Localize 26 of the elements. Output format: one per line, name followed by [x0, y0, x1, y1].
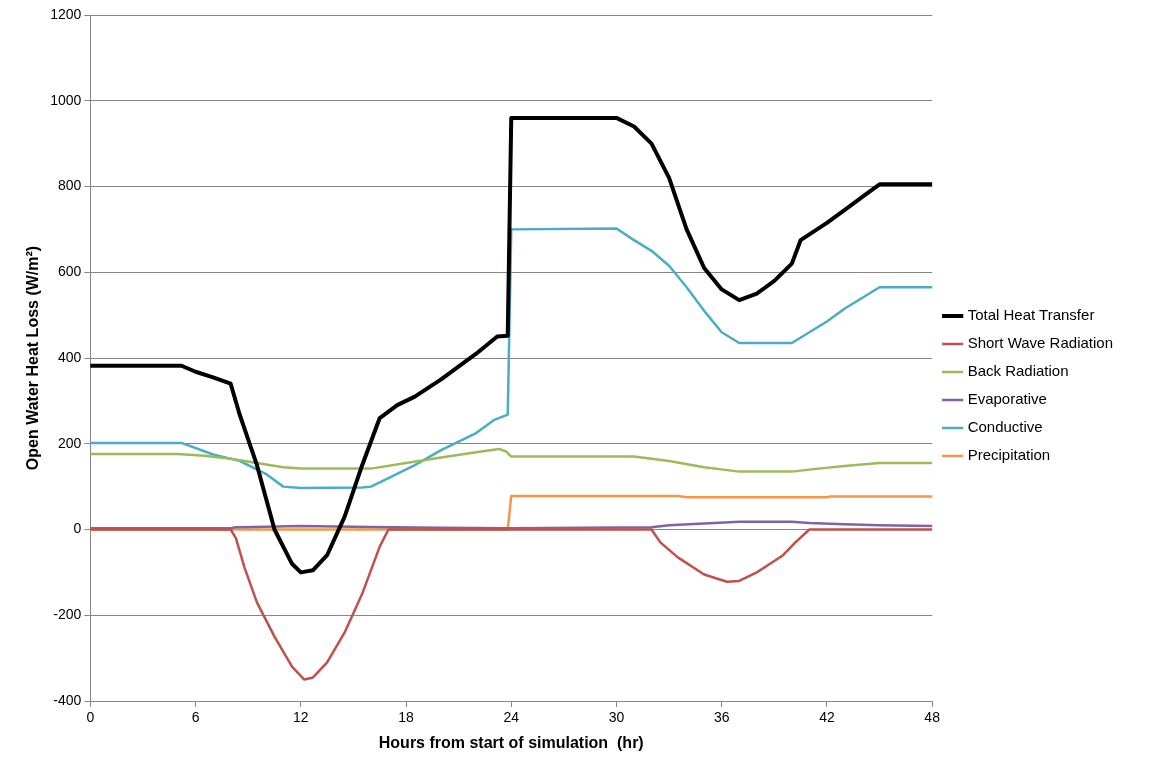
legend-label: Conductive — [967, 418, 1043, 436]
y-tick-label: 800 — [57, 177, 82, 194]
x-tick-label: 0 — [86, 709, 95, 726]
y-tick-label: -400 — [53, 691, 82, 708]
x-tick-label: 42 — [819, 709, 835, 726]
y-tick-label: 0 — [73, 520, 82, 537]
y-axis-title: Open Water Heat Loss (W/m²) — [24, 245, 42, 471]
legend-label: Total Heat Transfer — [967, 306, 1095, 324]
legend-label: Short Wave Radiation — [967, 334, 1114, 352]
legend-label: Precipitation — [967, 446, 1051, 464]
y-tick-label: 1200 — [50, 5, 82, 22]
x-tick-label: 12 — [293, 709, 309, 726]
x-tick-label: 48 — [924, 709, 941, 726]
x-tick-label: 36 — [713, 709, 730, 726]
x-tick-label: 30 — [608, 709, 625, 726]
x-tick-label: 6 — [191, 709, 200, 726]
y-tick-label: 1000 — [50, 91, 82, 108]
legend-label: Evaporative — [967, 390, 1047, 408]
y-tick-label: 400 — [57, 348, 82, 365]
x-tick-label: 18 — [398, 709, 415, 726]
legend-label: Back Radiation — [967, 362, 1069, 380]
y-tick-label: 200 — [57, 434, 82, 451]
y-tick-label: -200 — [53, 606, 82, 623]
x-axis-title: Hours from start of simulation (hr) — [378, 733, 644, 751]
x-tick-label: 24 — [503, 709, 520, 726]
y-tick-label: 600 — [57, 263, 82, 280]
